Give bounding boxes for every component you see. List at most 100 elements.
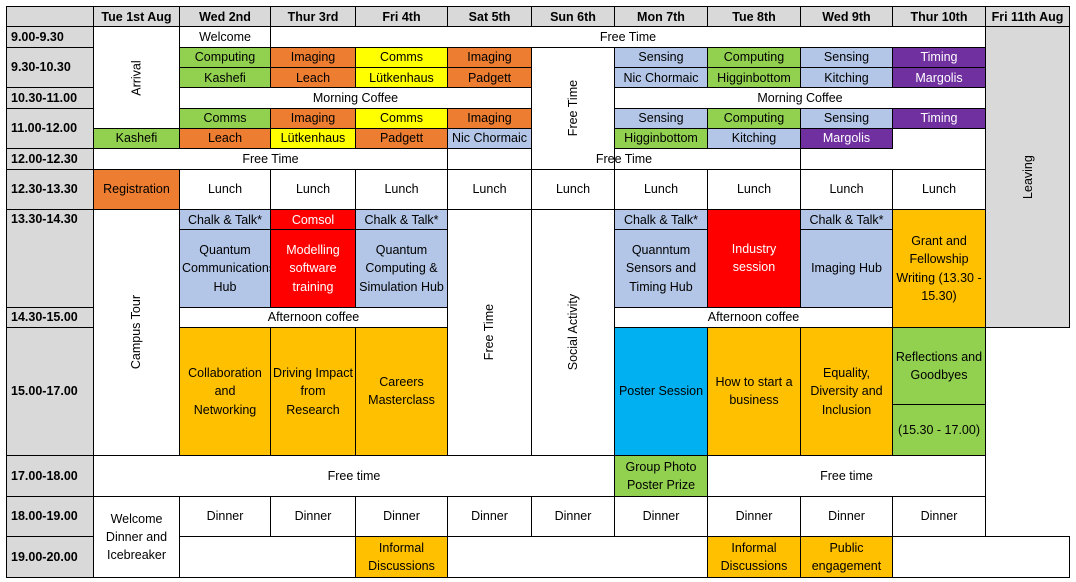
public-engagement-cell: Public engagement (800, 536, 893, 578)
session-topic: Comms (355, 107, 448, 129)
session-topic: Comms (179, 107, 271, 129)
free-time-cell: Free Time (270, 26, 986, 48)
session-topic: Imaging (447, 107, 532, 129)
welcome-cell: Welcome (179, 26, 271, 48)
session-lead: Leach (179, 127, 271, 150)
row-1330a: 13.30-14.30 Campus Tour Chalk & Talk* Co… (6, 209, 1070, 456)
time-label: 9.00-9.30 (6, 26, 94, 48)
empty-cell (447, 536, 708, 578)
sat-free-time-cell: Free Time (447, 209, 532, 456)
header-row: Tue 1st Aug Wed 2nd Thur 3rd Fri 4th Sat… (6, 5, 1070, 28)
day-header-wed-2: Wed 2nd (179, 5, 271, 28)
session-lead: Kitching (707, 127, 801, 150)
row-0930b: Kashefi Leach Lütkenhaus Padgett Nic Cho… (7, 66, 1070, 89)
dinner-cell: Dinner (270, 495, 356, 538)
sat-free-time-label: Free Time (482, 304, 497, 361)
session-topic: Sensing (614, 46, 708, 68)
chalk-talk-cell: Chalk & Talk* (179, 209, 271, 231)
dinner-cell: Dinner (614, 495, 708, 538)
day-header-thu-3: Thur 3rd (270, 5, 356, 28)
session-topic: Timing (892, 107, 986, 129)
chalk-talk-cell: Chalk & Talk* (800, 209, 893, 231)
dinner-cell: Dinner (355, 495, 448, 538)
row-1100a: 11.00-12.00 Comms Imaging Comms Imaging … (6, 107, 1070, 150)
hub-session-cell: Quanntum Sensors and Timing Hub (614, 229, 708, 308)
comsol-cell: Comsol (270, 209, 356, 231)
start-business-cell: How to start a business (707, 326, 801, 456)
careers-cell: Careers Masterclass (355, 326, 448, 456)
time-label: 18.00-19.00 (6, 495, 94, 538)
row-1800: 18.00-19.00 Welcome Dinner and Icebreake… (6, 495, 1070, 579)
afternoon-coffee-cell: Afternoon coffee (179, 306, 448, 328)
session-lead: Higginbottom (707, 66, 801, 89)
industry-session-cell: Industry session (707, 209, 801, 308)
row-1430: 14.30-15.00 Afternoon coffee Afternoon c… (6, 306, 1070, 328)
morning-coffee-cell: Morning Coffee (614, 87, 986, 109)
session-topic: Computing (179, 46, 271, 68)
session-topic: Computing (707, 46, 801, 68)
session-topic: Imaging (270, 107, 356, 129)
registration-cell: Registration (93, 168, 180, 211)
chalk-talk-cell: Chalk & Talk* (614, 209, 708, 231)
hub-session-cell: Quantum Computing & Simulation Hub (355, 229, 448, 308)
free-time-cell: Free time (93, 454, 615, 497)
session-lead: Lütkenhaus (355, 66, 448, 89)
collaboration-cell: Collaboration and Networking (179, 326, 271, 456)
free-time-cell: Free Time (447, 148, 801, 170)
time-label: 9.30-10.30 (6, 46, 94, 89)
day-header-sat-5: Sat 5th (447, 5, 532, 28)
session-lead: Kitching (800, 66, 893, 89)
session-topic: Sensing (800, 46, 893, 68)
time-label: 17.00-18.00 (6, 454, 94, 497)
session-lead: Higginbottom (614, 127, 708, 150)
session-lead: Nic Chormaic (614, 66, 708, 89)
arrival-label: Arrival (129, 59, 144, 96)
impact-cell: Driving Impact from Research (270, 326, 356, 456)
row-1500b: (15.30 - 17.00) (7, 404, 1070, 456)
schedule-table: Tue 1st Aug Wed 2nd Thur 3rd Fri 4th Sat… (6, 5, 1070, 579)
session-lead: Kashefi (93, 127, 180, 150)
day-header-mon-7: Mon 7th (614, 5, 708, 28)
lunch-cell: Lunch (800, 168, 893, 211)
session-lead: Leach (270, 66, 356, 89)
dinner-cell: Dinner (179, 495, 271, 538)
day-header-tue-1: Tue 1st Aug (93, 5, 180, 28)
social-activity-label: Social Activity (565, 294, 580, 371)
lunch-cell: Lunch (892, 168, 986, 211)
leaving-cell: Leaving (985, 26, 1070, 328)
informal-discussions-cell: Informal Discussions (707, 536, 801, 578)
session-topic: Sensing (800, 107, 893, 129)
session-lead: Kashefi (179, 66, 271, 89)
dinner-cell: Dinner (447, 495, 532, 538)
day-header-wed-9: Wed 9th (800, 5, 893, 28)
day-header-fri-11: Fri 11th Aug (985, 5, 1070, 28)
time-label: 10.30-11.00 (6, 87, 94, 109)
row-1900: 19.00-20.00 Informal Discussions Informa… (6, 536, 1070, 578)
row-1230: 12.30-13.30 Registration Lunch Lunch Lun… (6, 168, 1070, 211)
day-header-sun-6: Sun 6th (531, 5, 615, 28)
hub-session-cell: Imaging Hub (800, 229, 893, 308)
lunch-cell: Lunch (270, 168, 356, 211)
day-header-thu-10: Thur 10th (892, 5, 986, 28)
session-lead: Margolis (892, 66, 986, 89)
reflections-cell: Reflections and Goodbyes (892, 326, 986, 406)
equality-cell: Equality, Diversity and Inclusion (800, 326, 893, 456)
grant-writing-cell: Grant and Fellowship Writing (13.30 - 15… (892, 209, 986, 328)
empty-cell (892, 536, 1070, 578)
arrival-cell: Arrival (93, 26, 180, 129)
dinner-cell: Dinner (531, 495, 615, 538)
time-label: 14.30-15.00 (6, 306, 94, 328)
session-lead: Padgett (447, 66, 532, 89)
lunch-cell: Lunch (614, 168, 708, 211)
time-label: 11.00-12.00 (6, 107, 94, 150)
dinner-cell: Dinner (892, 495, 986, 538)
free-time-cell: Free time (707, 454, 986, 497)
row-1200: 12.00-12.30 Free Time Free Time (6, 148, 1070, 170)
time-label: 12.00-12.30 (6, 148, 94, 170)
free-time-cell: Free Time (93, 148, 448, 170)
afternoon-coffee-cell: Afternoon coffee (614, 306, 893, 328)
session-lead: Nic Chormaic (447, 127, 532, 150)
hub-session-cell: Quantum Communications Hub (179, 229, 271, 308)
lunch-cell: Lunch (355, 168, 448, 211)
time-label: 15.00-17.00 (6, 326, 94, 456)
